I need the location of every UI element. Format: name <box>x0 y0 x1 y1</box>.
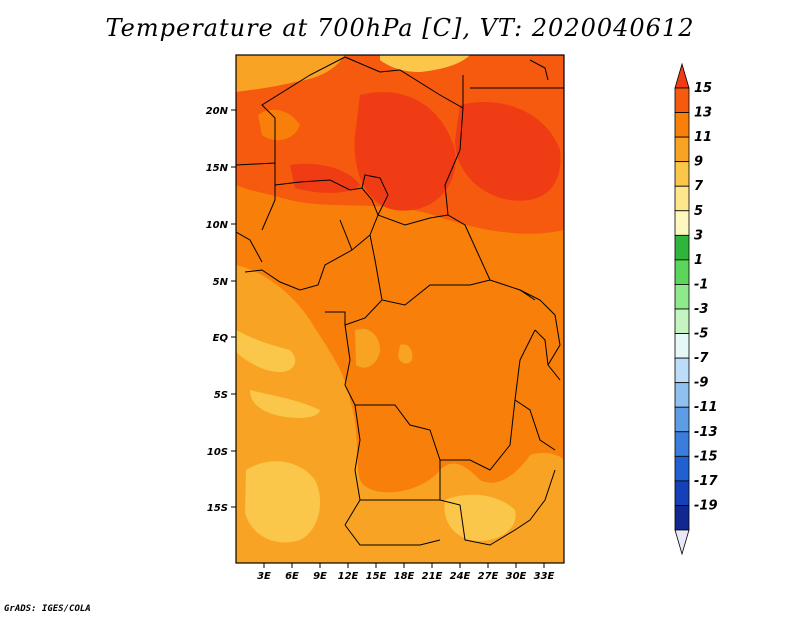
lon-tick-label: 15E <box>366 571 387 582</box>
colorbar-swatch <box>674 136 690 163</box>
colorbar-label: 3 <box>694 228 703 243</box>
colorbar-swatch <box>674 87 690 113</box>
colorbar-label: -5 <box>694 327 708 342</box>
lon-tick-label: 18E <box>394 571 415 582</box>
colorbar-swatch <box>674 284 690 310</box>
colorbar-label: -15 <box>694 449 718 464</box>
lat-tick-label: 10S <box>207 447 228 458</box>
colorbar-swatch <box>674 185 690 212</box>
lon-tick-label: 33E <box>534 571 555 582</box>
colorbar-label: -13 <box>694 425 718 440</box>
lat-tick-label: 5N <box>213 277 229 288</box>
lon-tick-label: 30E <box>506 571 527 582</box>
lon-tick-label: 6E <box>285 571 299 582</box>
lat-tick-label: 15N <box>206 163 229 174</box>
colorbar-swatch <box>674 406 690 433</box>
colorbar-top-arrow <box>674 62 690 89</box>
lat-tick-label: 20N <box>206 106 229 117</box>
colorbar-swatch <box>674 112 690 138</box>
colorbar-label: -17 <box>694 474 718 489</box>
lat-tick-label: 10N <box>206 220 229 231</box>
colorbar-label: -1 <box>694 277 708 292</box>
colorbar-label: -7 <box>694 351 709 366</box>
colorbar-swatch <box>674 259 690 285</box>
colorbar-label: -9 <box>694 376 708 391</box>
colorbar-label: 11 <box>694 130 712 145</box>
colorbar-label: 9 <box>694 155 703 170</box>
colorbar-swatch <box>674 333 690 359</box>
colorbar-swatch <box>674 308 690 334</box>
lon-tick-label: 9E <box>313 571 327 582</box>
colorbar-swatch <box>674 357 690 384</box>
colorbar-swatch <box>674 455 690 482</box>
colorbar-label: 13 <box>694 106 712 121</box>
colorbar-swatch <box>674 210 690 236</box>
lat-tick-label: EQ <box>213 333 229 344</box>
colorbar: 15 13 11 9 7 5 3 1 -1 -3 -5 -7 -9 -11 -13 -15 -17 -19 <box>674 62 718 556</box>
chart-title: Temperature at 700hPa [C], VT: 202004061… <box>105 14 695 42</box>
lon-tick-label: 12E <box>338 571 359 582</box>
lon-tick-label: 24E <box>450 571 471 582</box>
colorbar-label: 7 <box>694 179 704 194</box>
credit-label: GrADS: IGES/COLA <box>4 604 91 614</box>
colorbar-label: 5 <box>694 204 703 219</box>
temperature-field <box>236 55 564 563</box>
longitude-axis: 3E 6E 9E 12E 15E 18E 21E 24E 27E 30E 33E <box>257 563 555 582</box>
colorbar-bottom-arrow <box>674 529 690 556</box>
colorbar-swatch <box>674 505 690 531</box>
colorbar-swatch <box>674 382 690 408</box>
colorbar-label: 1 <box>694 253 703 268</box>
country-borders <box>236 56 564 546</box>
lat-tick-label: 5S <box>214 390 228 401</box>
lon-tick-label: 27E <box>478 571 499 582</box>
colorbar-swatch <box>674 480 690 506</box>
colorbar-label: -11 <box>694 400 718 415</box>
colorbar-label: -3 <box>694 302 708 317</box>
colorbar-label: -19 <box>694 498 718 513</box>
colorbar-swatch <box>674 234 690 261</box>
latitude-axis: 20N 15N 10N 5N EQ 5S 10S 15S <box>206 106 236 514</box>
lat-tick-label: 15S <box>207 503 228 514</box>
lon-tick-label: 21E <box>422 571 443 582</box>
colorbar-swatch <box>674 431 690 457</box>
colorbar-swatch <box>674 161 690 187</box>
lon-tick-label: 3E <box>257 571 271 582</box>
colorbar-label: 15 <box>694 81 712 96</box>
map-frame <box>235 54 565 564</box>
